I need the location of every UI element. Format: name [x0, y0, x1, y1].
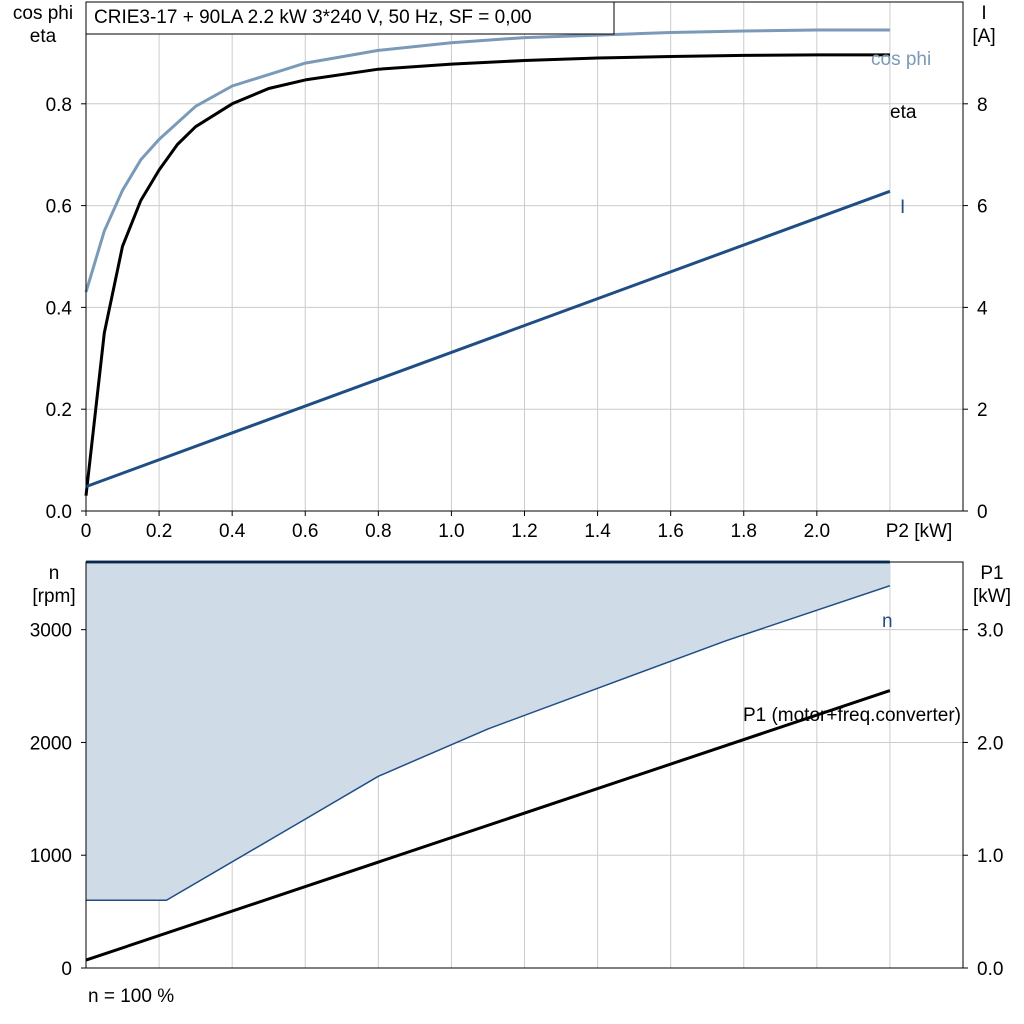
right-tick-label: 2: [977, 400, 988, 421]
x-tick-label: 0.8: [365, 521, 391, 542]
p1-line: [85, 689, 891, 962]
right-tick-label: 0: [977, 502, 988, 523]
speed-min-line: [86, 584, 891, 902]
right-tick-label: 4: [977, 298, 988, 319]
bottom-plot-frame: [85, 561, 964, 969]
top-ticks: 0 0.2 0.4 0.6 0.8 1.0 1.2 1.4 1.6 1.8 2.0 0.0 0.2 0.4…: [46, 95, 988, 542]
x-tick-label: 1.0: [438, 521, 464, 542]
bottom-series: [85, 560, 891, 962]
top-left-axis-label-1: cos phi: [13, 3, 73, 24]
x-tick-label: 0.2: [146, 521, 172, 542]
bottom-right-tick-label: 1.0: [977, 846, 1003, 867]
top-grid: [86, 2, 964, 511]
x-tick-label: 0.6: [292, 521, 318, 542]
bottom-left-tick-label: 3000: [30, 621, 72, 642]
chart-title: CRIE3-17 + 90LA 2.2 kW 3*240 V, 50 Hz, S…: [94, 7, 532, 28]
bottom-ticks: 0 1000 2000 3000 0.0 1.0 2.0 3.0: [30, 621, 1004, 980]
series-label-eta: eta: [890, 102, 917, 123]
bottom-left-tick-label: 1000: [30, 846, 72, 867]
series-label-cos-phi: cos phi: [871, 49, 931, 70]
bottom-right-tick-label: 0.0: [977, 959, 1003, 980]
footer-note: n = 100 %: [88, 986, 174, 1007]
left-tick-label: 0.0: [46, 502, 72, 523]
bottom-panel: 0 1000 2000 3000 0.0 1.0 2.0 3.0 n [rpm] P1 [kW…: [30, 560, 1011, 1007]
eta-line: [84, 53, 890, 496]
series-label-current: I: [900, 197, 905, 218]
bottom-right-tick-label: 3.0: [977, 621, 1003, 642]
x-tick-label: 2.0: [804, 521, 830, 542]
bottom-right-axis-label-2: [kW]: [973, 586, 1011, 607]
x-tick-label: 0.4: [219, 521, 246, 542]
right-tick-label: 6: [977, 197, 988, 218]
bottom-left-tick-label: 2000: [30, 733, 72, 754]
bottom-left-axis-label-2: [rpm]: [32, 586, 75, 607]
x-tick-label: 1.2: [511, 521, 537, 542]
top-left-axis-label-2: eta: [30, 26, 57, 47]
left-tick-label: 0.8: [46, 95, 72, 116]
bottom-left-tick-label: 0: [61, 959, 72, 980]
series-label-p1: P1 (motor+freq.converter): [743, 705, 961, 726]
current-line: [85, 189, 891, 489]
left-tick-label: 0.4: [46, 298, 73, 319]
x-axis-label: P2 [kW]: [886, 521, 953, 542]
x-tick-label: 0: [81, 521, 92, 542]
x-tick-label: 1.8: [731, 521, 757, 542]
cos-phi-line: [84, 28, 890, 293]
top-right-axis-label-2: [A]: [972, 26, 995, 47]
bottom-left-axis-label-1: n: [49, 563, 60, 584]
x-tick-label: 1.6: [657, 521, 683, 542]
left-tick-label: 0.2: [46, 400, 72, 421]
series-label-speed: n: [882, 611, 893, 632]
top-series: [84, 28, 891, 496]
top-panel: 0 0.2 0.4 0.6 0.8 1.0 1.2 1.4 1.6 1.8 2.0 0.0 0.2 0.4…: [13, 1, 996, 542]
top-right-axis-label-1: I: [981, 3, 986, 24]
title-box: [85, 1, 615, 35]
bottom-right-tick-label: 2.0: [977, 733, 1003, 754]
left-tick-label: 0.6: [46, 197, 72, 218]
right-tick-label: 8: [977, 95, 988, 116]
speed-range-band: [86, 562, 890, 901]
bottom-right-axis-label-1: P1: [980, 563, 1003, 584]
x-tick-label: 1.4: [584, 521, 611, 542]
